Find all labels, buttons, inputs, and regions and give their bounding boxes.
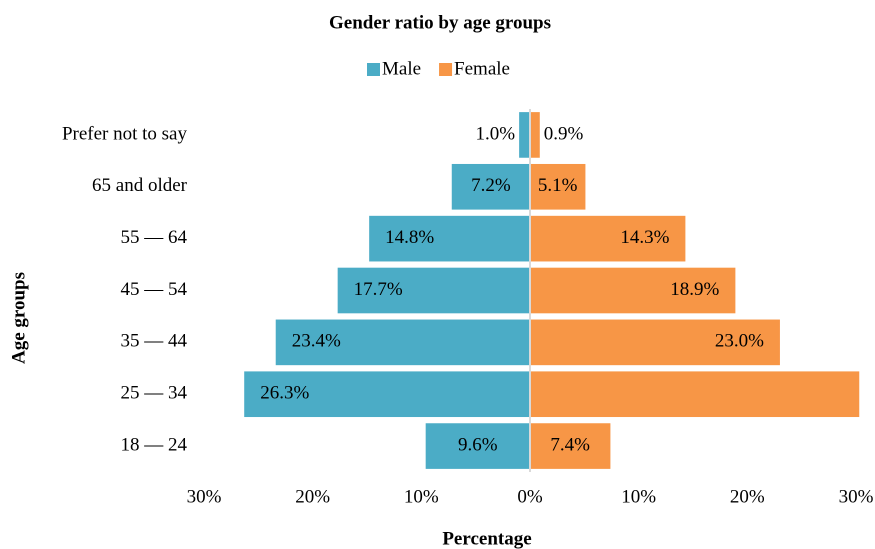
legend-label: Male: [382, 58, 421, 79]
bar: [369, 215, 530, 262]
x-tick-label: 20%: [730, 486, 765, 507]
x-tick-label: 30%: [187, 486, 222, 507]
bar: [425, 423, 530, 469]
bar: [244, 371, 530, 418]
y-axis-label: Age groups: [8, 272, 29, 364]
bar: [530, 371, 860, 418]
y-tick-label: 18 — 24: [121, 434, 188, 455]
legend-label: Female: [454, 58, 510, 79]
legend-swatch: [367, 63, 380, 76]
x-tick-label: 10%: [404, 486, 439, 507]
legend-swatch: [439, 63, 453, 76]
data-label: 1.0%: [476, 123, 516, 144]
data-label: 17.7%: [354, 279, 403, 300]
x-tick-label: 0%: [517, 486, 543, 507]
data-label: 14.8%: [385, 227, 434, 248]
data-label: 5.1%: [538, 175, 578, 196]
data-label: 9.6%: [458, 434, 498, 455]
bar: [530, 319, 780, 366]
data-label: 18.9%: [670, 279, 719, 300]
bar: [519, 112, 530, 158]
x-tick-label: 10%: [621, 486, 656, 507]
bar: [530, 163, 586, 210]
y-tick-label: 25 — 34: [121, 383, 188, 404]
x-axis-label: Percentage: [442, 528, 531, 549]
data-label: 7.4%: [550, 434, 590, 455]
data-label: 0.9%: [544, 123, 584, 144]
data-label: 23.4%: [292, 331, 341, 352]
bar: [530, 423, 611, 469]
x-tick-label: 30%: [839, 486, 874, 507]
data-label: 23.0%: [715, 331, 764, 352]
bar: [530, 215, 686, 262]
y-tick-label: 55 — 64: [121, 227, 188, 248]
x-tick-label: 20%: [295, 486, 330, 507]
data-label: 26.3%: [260, 383, 309, 404]
data-label: 14.3%: [620, 227, 669, 248]
y-tick-label: 45 — 54: [121, 279, 188, 300]
bar: [451, 163, 530, 210]
bar: [530, 267, 736, 314]
bar: [337, 267, 530, 314]
y-tick-label: 35 — 44: [121, 331, 188, 352]
data-label: 7.2%: [471, 175, 511, 196]
y-tick-label: Prefer not to say: [62, 123, 188, 144]
bar: [275, 319, 530, 366]
chart-title: Gender ratio by age groups: [329, 12, 551, 33]
y-tick-label: 65 and older: [92, 175, 188, 196]
bar: [530, 112, 540, 158]
